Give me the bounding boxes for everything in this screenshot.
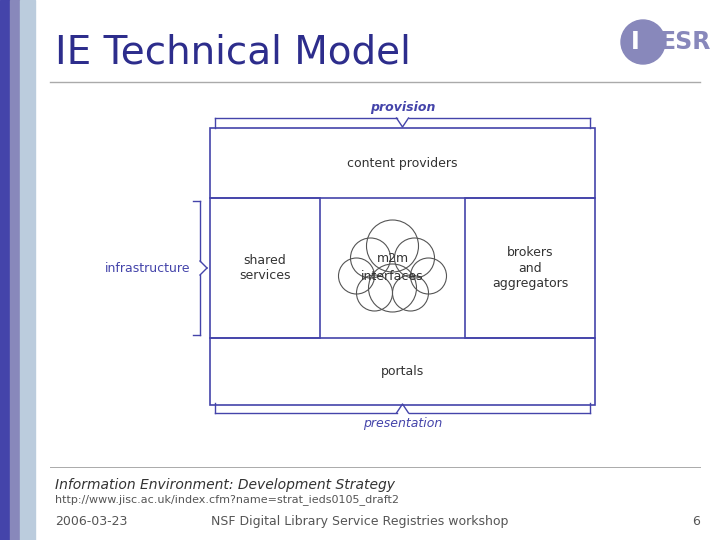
Text: http://www.jisc.ac.uk/index.cfm?name=strat_ieds0105_draft2: http://www.jisc.ac.uk/index.cfm?name=str… — [55, 494, 399, 505]
Text: m2m
interfaces: m2m interfaces — [361, 253, 424, 284]
Text: ESR: ESR — [660, 30, 711, 54]
Circle shape — [366, 220, 418, 272]
Circle shape — [338, 258, 374, 294]
Bar — [0, 0, 10, 540]
Text: shared
services: shared services — [239, 254, 291, 282]
Text: I: I — [631, 30, 639, 54]
Circle shape — [351, 238, 390, 278]
Text: infrastructure: infrastructure — [105, 261, 191, 274]
Circle shape — [410, 258, 446, 294]
Circle shape — [356, 275, 392, 311]
Text: NSF Digital Library Service Registries workshop: NSF Digital Library Service Registries w… — [211, 515, 509, 528]
Bar — [20, 0, 35, 540]
Circle shape — [369, 264, 416, 312]
Circle shape — [621, 20, 665, 64]
Bar — [210, 338, 595, 405]
Text: IE Technical Model: IE Technical Model — [55, 33, 411, 71]
Text: brokers
and
aggregators: brokers and aggregators — [492, 246, 568, 289]
Circle shape — [392, 275, 428, 311]
Text: content providers: content providers — [347, 157, 458, 170]
Bar — [210, 198, 320, 338]
Text: portals: portals — [381, 365, 424, 378]
Bar — [465, 198, 595, 338]
Bar — [210, 128, 595, 198]
Text: Information Environment: Development Strategy: Information Environment: Development Str… — [55, 478, 395, 492]
Circle shape — [395, 238, 434, 278]
Text: provision: provision — [370, 100, 435, 113]
Text: presentation: presentation — [363, 417, 442, 430]
Bar — [10, 0, 20, 540]
Text: 2006-03-23: 2006-03-23 — [55, 515, 127, 528]
Text: 6: 6 — [692, 515, 700, 528]
